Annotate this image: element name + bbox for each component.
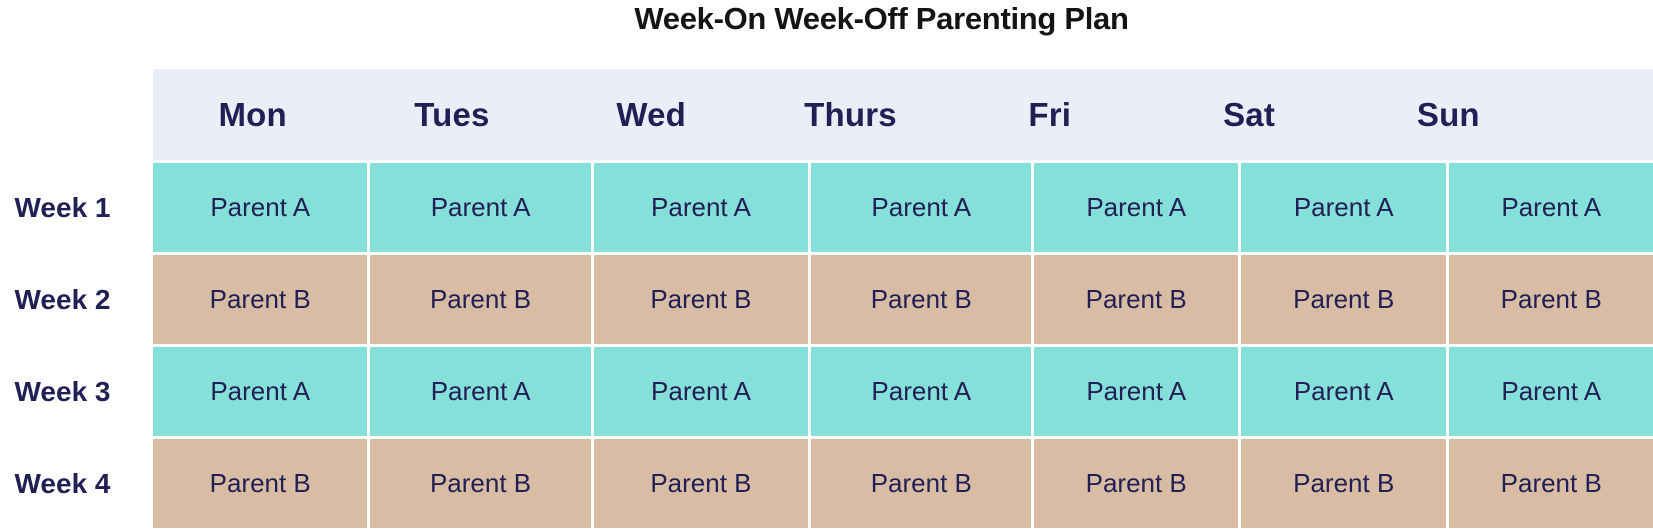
- schedule-cell: Parent B: [593, 255, 809, 344]
- schedule-cell: Parent A: [1240, 163, 1447, 252]
- schedule-cell: Parent A: [1034, 163, 1238, 252]
- row-label-week-3: Week 3: [14, 375, 111, 407]
- row-label-week-2: Week 2: [14, 283, 111, 315]
- row-cells: Parent B Parent B Parent B Parent B Pare…: [153, 255, 1653, 344]
- schedule-cell: Parent B: [1449, 255, 1653, 344]
- table-row-week-2: Week 2 Parent B Parent B Parent B Parent…: [0, 255, 1653, 344]
- schedule-cell: Parent B: [1449, 439, 1653, 528]
- col-header-thurs: Thurs: [804, 95, 897, 133]
- schedule-cell: Parent B: [153, 255, 368, 344]
- schedule-cell: Parent A: [1240, 347, 1447, 436]
- schedule-cell: Parent B: [1240, 439, 1447, 528]
- table-row-week-1: Week 1 Parent A Parent A Parent A Parent…: [0, 163, 1653, 252]
- col-header-fri: Fri: [1028, 95, 1072, 133]
- schedule-cell: Parent A: [811, 347, 1032, 436]
- schedule-cell: Parent B: [811, 439, 1032, 528]
- col-header-mon: Mon: [218, 95, 287, 133]
- page-title: Week-On Week-Off Parenting Plan: [634, 1, 1129, 36]
- schedule-cell: Parent B: [1240, 255, 1447, 344]
- schedule-cell: Parent B: [370, 439, 591, 528]
- col-header-sun: Sun: [1416, 95, 1480, 133]
- schedule-cell: Parent A: [370, 163, 591, 252]
- table-row-week-3: Week 3 Parent A Parent A Parent A Parent…: [0, 347, 1653, 436]
- schedule-cell: Parent A: [593, 163, 809, 252]
- schedule-cell: Parent B: [593, 439, 809, 528]
- schedule-cell: Parent B: [1034, 255, 1238, 344]
- row-cells: Parent A Parent A Parent A Parent A Pare…: [153, 163, 1653, 252]
- col-header-sat: Sat: [1223, 95, 1276, 133]
- col-header-tues: Tues: [414, 95, 490, 133]
- row-cells: Parent A Parent A Parent A Parent A Pare…: [153, 347, 1653, 436]
- schedule-cell: Parent B: [153, 439, 368, 528]
- row-cells: Parent B Parent B Parent B Parent B Pare…: [153, 439, 1653, 528]
- schedule-cell: Parent B: [1034, 439, 1238, 528]
- schedule-cell: Parent A: [593, 347, 809, 436]
- schedule-cell: Parent A: [811, 163, 1032, 252]
- schedule-cell: Parent A: [370, 347, 591, 436]
- schedule-cell: Parent A: [1449, 347, 1653, 436]
- row-label-week-1: Week 1: [14, 191, 111, 223]
- schedule-cell: Parent B: [811, 255, 1032, 344]
- schedule-cell: Parent A: [1449, 163, 1653, 252]
- day-header-row: Mon Tues Wed Thurs Fri Sat Sun: [153, 69, 1653, 160]
- col-header-wed: Wed: [616, 95, 687, 133]
- schedule-cell: Parent B: [370, 255, 591, 344]
- row-label-week-4: Week 4: [14, 467, 111, 499]
- schedule-cell: Parent A: [1034, 347, 1238, 436]
- table-row-week-4: Week 4 Parent B Parent B Parent B Parent…: [0, 439, 1653, 528]
- schedule-cell: Parent A: [153, 347, 368, 436]
- schedule-cell: Parent A: [153, 163, 368, 252]
